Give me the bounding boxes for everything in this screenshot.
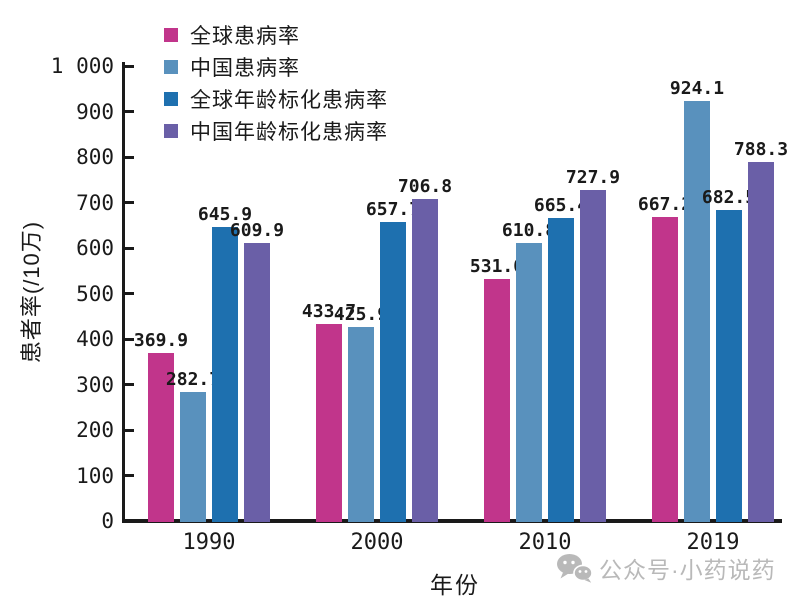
y-tick-label: 700 bbox=[76, 190, 114, 215]
y-tick bbox=[125, 428, 134, 432]
bar-value-label: 610.8 bbox=[501, 220, 557, 242]
bar bbox=[316, 323, 342, 522]
y-tick bbox=[125, 292, 134, 295]
legend-label: 全球年龄标化患病率 bbox=[190, 89, 388, 112]
legend-item: 全球患病率 bbox=[164, 19, 388, 51]
bar-value-label: 531.0 bbox=[469, 256, 525, 278]
y-tick-label: 1 000 bbox=[50, 54, 114, 78]
x-axis-title: 年份 bbox=[430, 572, 480, 598]
x-tick-label: 2019 bbox=[686, 530, 740, 555]
y-tick bbox=[125, 246, 134, 250]
y-axis-line bbox=[122, 62, 125, 523]
y-tick-label: 900 bbox=[76, 99, 114, 124]
y-tick bbox=[125, 383, 134, 386]
bar bbox=[380, 221, 406, 522]
y-tick bbox=[125, 110, 134, 113]
bar bbox=[148, 352, 174, 522]
bar-value-label: 369.9 bbox=[133, 329, 189, 351]
y-tick-label: 400 bbox=[76, 327, 114, 351]
y-tick-label: 0 bbox=[101, 509, 114, 533]
bar bbox=[484, 279, 510, 522]
y-tick bbox=[125, 64, 134, 68]
bar-value-label: 727.9 bbox=[565, 166, 621, 188]
bar-value-label: 788.3 bbox=[733, 139, 789, 161]
bar bbox=[212, 227, 238, 522]
y-tick-label: 600 bbox=[76, 236, 114, 260]
y-tick bbox=[125, 155, 134, 159]
x-tick-label: 2010 bbox=[518, 530, 572, 555]
x-tick-label: 1990 bbox=[182, 530, 236, 555]
bar-value-label: 657.7 bbox=[365, 198, 421, 220]
y-tick-label: 500 bbox=[76, 281, 114, 306]
bar-value-label: 609.9 bbox=[229, 220, 285, 242]
bar bbox=[748, 162, 774, 522]
bar-value-label: 433.7 bbox=[301, 300, 357, 322]
bar-value-label: 667.2 bbox=[637, 194, 693, 216]
watermark-text: 公众号·小药说药 bbox=[599, 557, 776, 583]
y-tick bbox=[125, 474, 134, 477]
bar bbox=[180, 392, 206, 522]
y-tick bbox=[125, 201, 134, 204]
wechat-icon bbox=[557, 554, 592, 583]
y-tick-label: 100 bbox=[76, 463, 114, 488]
watermark: 公众号·小药说药 bbox=[556, 551, 776, 585]
legend-label: 中国年龄标化患病率 bbox=[190, 121, 388, 144]
bar-value-label: 282.7 bbox=[165, 369, 221, 391]
x-tick-label: 2000 bbox=[350, 530, 404, 555]
x-axis-line bbox=[122, 519, 782, 523]
bar-value-label: 682.5 bbox=[701, 187, 757, 209]
legend-label: 中国患病率 bbox=[190, 57, 300, 80]
y-tick-label: 300 bbox=[76, 372, 114, 397]
legend-swatch bbox=[164, 92, 178, 106]
legend-swatch bbox=[164, 28, 178, 42]
bar bbox=[716, 210, 742, 522]
bar-value-label: 665.4 bbox=[533, 195, 589, 217]
bar bbox=[412, 199, 438, 522]
bar bbox=[548, 218, 574, 522]
legend-swatch bbox=[164, 60, 178, 74]
bar-value-label: 645.9 bbox=[197, 204, 253, 226]
bar bbox=[348, 327, 374, 522]
legend-item: 中国年龄标化患病率 bbox=[164, 115, 388, 147]
legend-item: 全球年龄标化患病率 bbox=[164, 83, 388, 115]
legend-item: 中国患病率 bbox=[164, 51, 388, 83]
bar bbox=[684, 100, 710, 522]
bar-value-label: 425.9 bbox=[333, 304, 389, 326]
bar bbox=[516, 243, 542, 522]
y-tick bbox=[125, 337, 134, 341]
legend: 全球患病率中国患病率全球年龄标化患病率 中国年龄标化患病率 bbox=[164, 19, 388, 147]
bar-value-label: 706.8 bbox=[397, 176, 453, 198]
y-tick-label: 800 bbox=[76, 145, 114, 169]
bar bbox=[652, 217, 678, 522]
y-tick-label: 200 bbox=[76, 418, 114, 442]
bar-value-label: 924.1 bbox=[669, 77, 725, 99]
bar bbox=[580, 189, 606, 522]
legend-swatch bbox=[164, 124, 178, 138]
bar bbox=[244, 243, 270, 522]
legend-label: 全球患病率 bbox=[190, 25, 300, 48]
